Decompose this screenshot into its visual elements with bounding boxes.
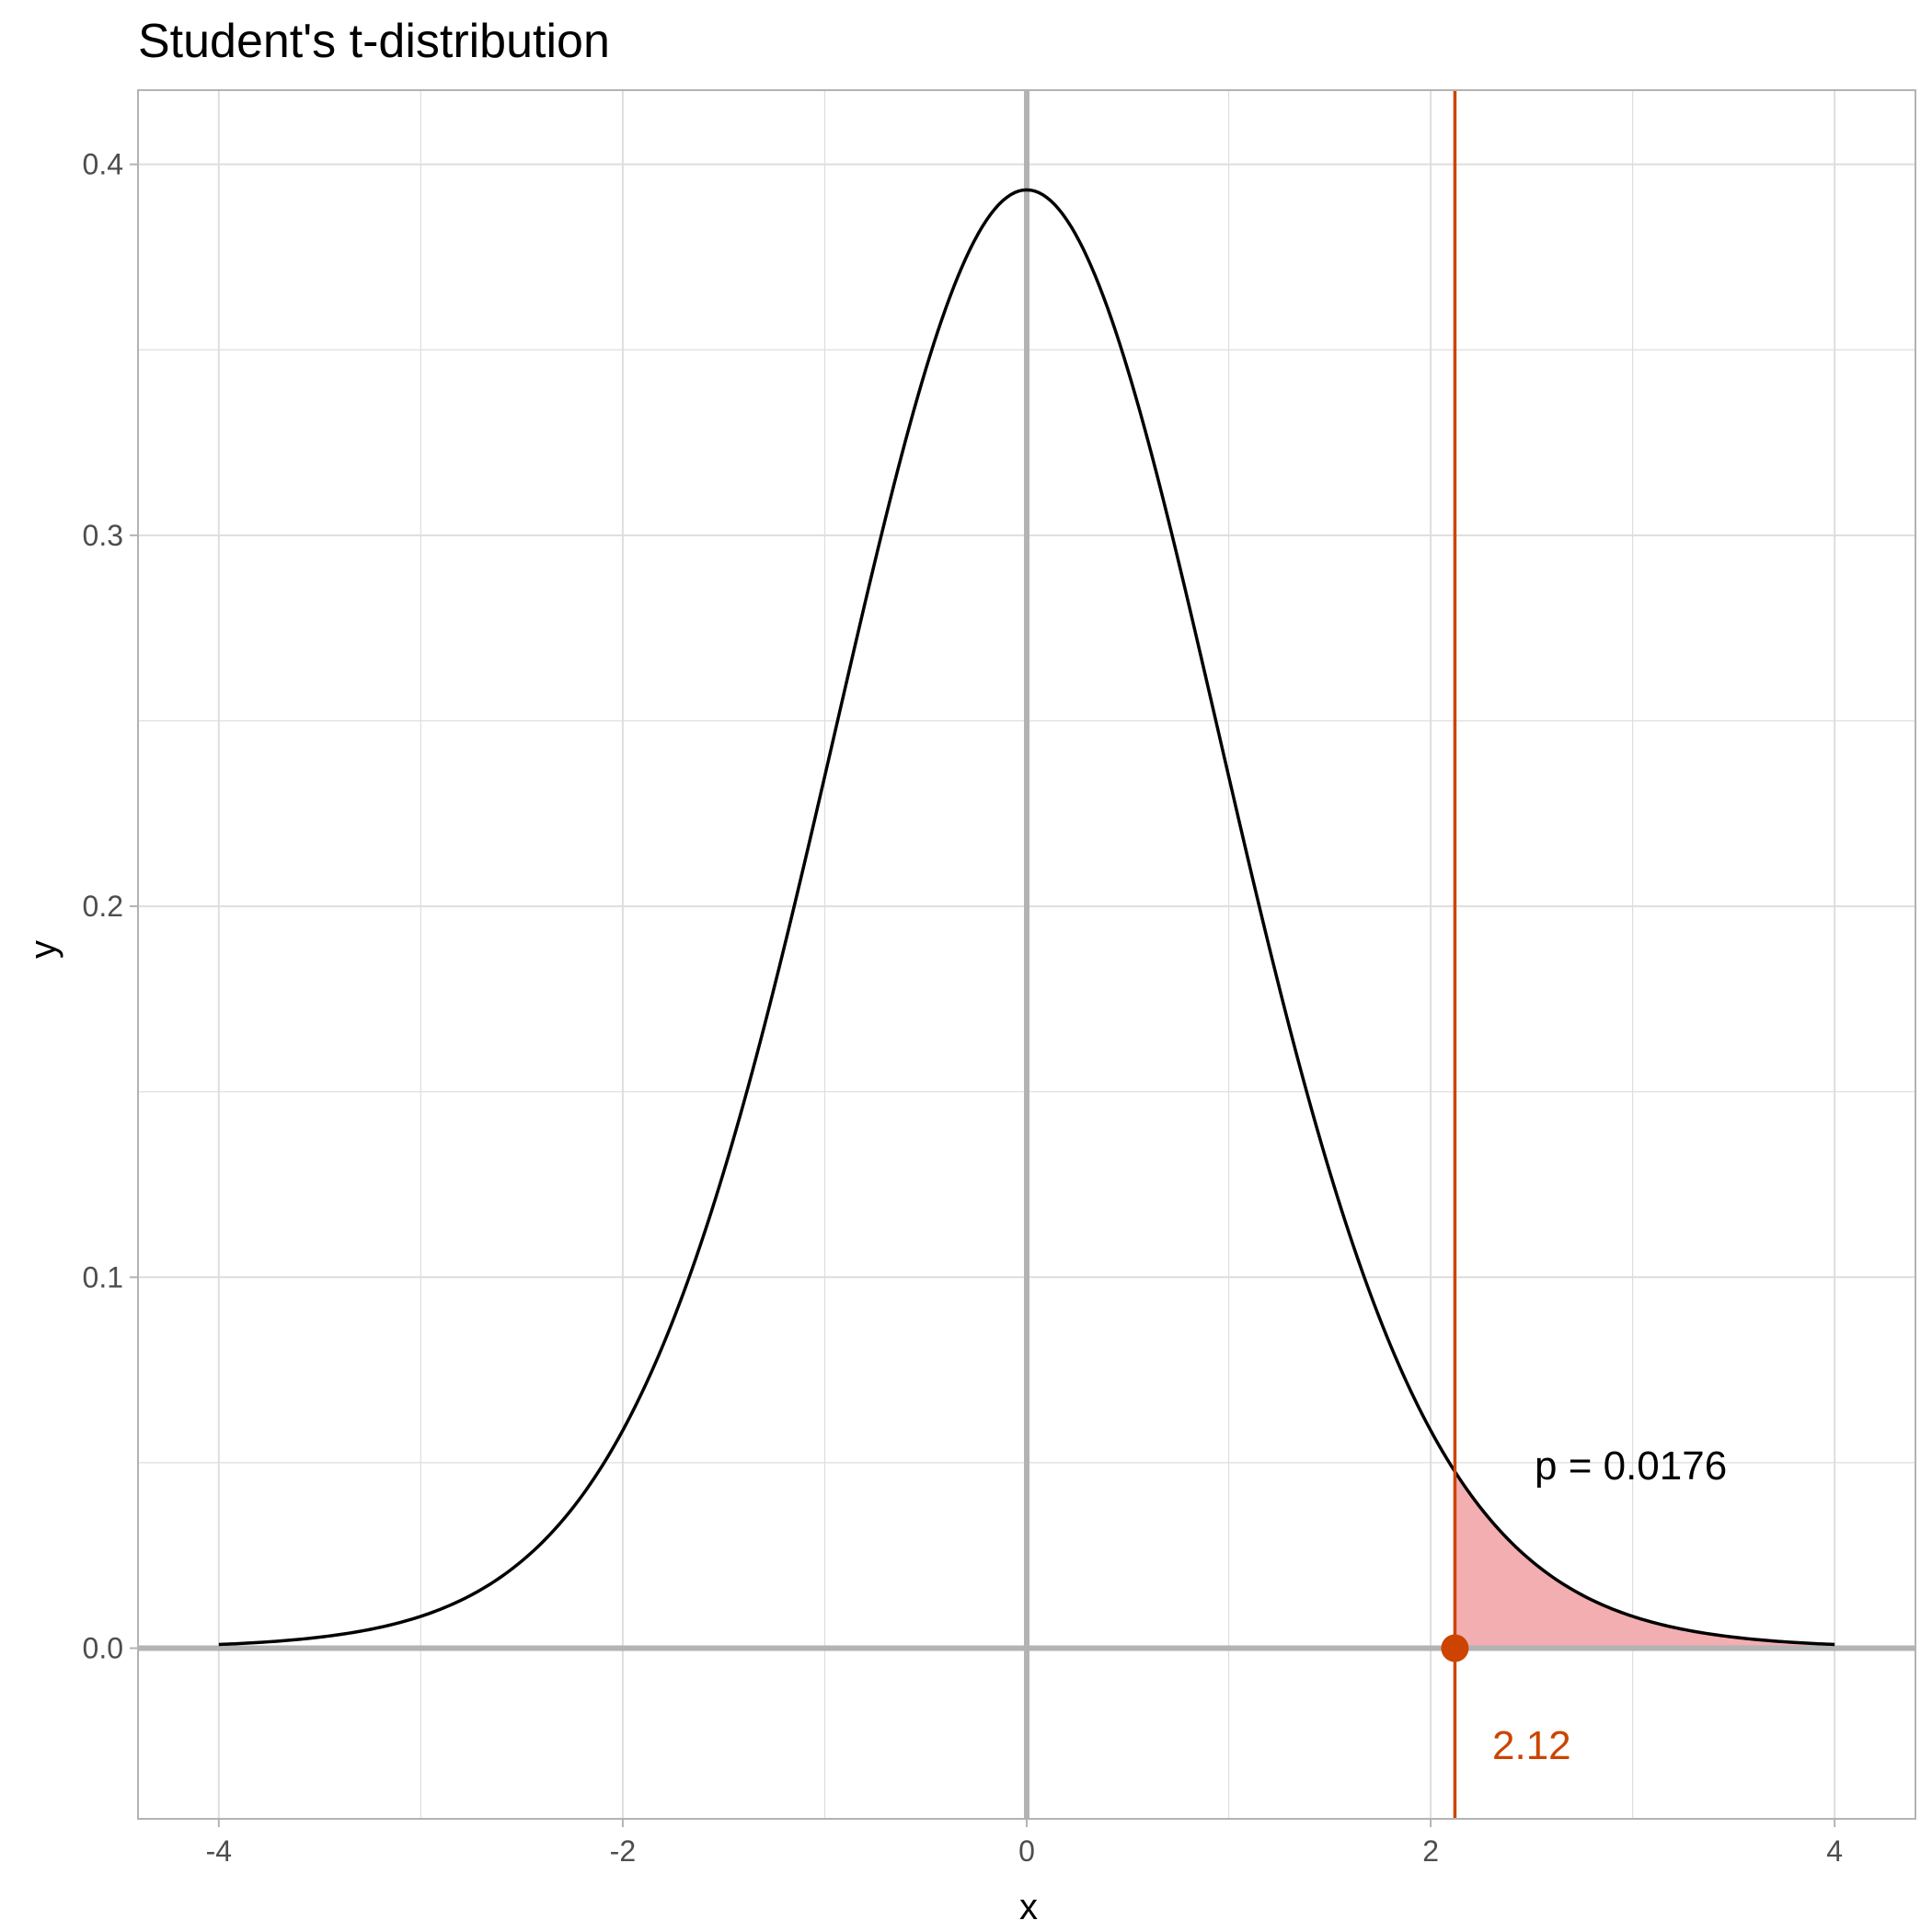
x-tick-label: -2: [610, 1834, 636, 1868]
chart-title: Student's t-distribution: [138, 15, 610, 68]
panel-border: [137, 89, 1916, 1820]
x-tick-label: -4: [206, 1834, 232, 1868]
density-curve: [218, 188, 1835, 1647]
p-value-label: p = 0.0176: [1535, 1443, 1727, 1489]
y-tick-label: 0.1: [83, 1260, 123, 1294]
y-tick-label: 0.2: [83, 890, 123, 923]
critical-value-label: 2.12: [1492, 1723, 1571, 1768]
x-tick-label: 4: [1826, 1834, 1843, 1868]
critical-value-point: [1441, 1634, 1469, 1662]
x-axis-title: x: [1019, 1887, 1038, 1927]
y-tick-label: 0.4: [83, 148, 123, 181]
x-tick-label: 0: [1018, 1834, 1035, 1868]
y-axis-title: y: [23, 940, 63, 959]
shaded-tail-area: [1455, 1471, 1835, 1649]
y-tick-label: 0.0: [83, 1632, 123, 1665]
y-tick-label: 0.3: [83, 519, 123, 552]
x-tick-label: 2: [1422, 1834, 1439, 1868]
